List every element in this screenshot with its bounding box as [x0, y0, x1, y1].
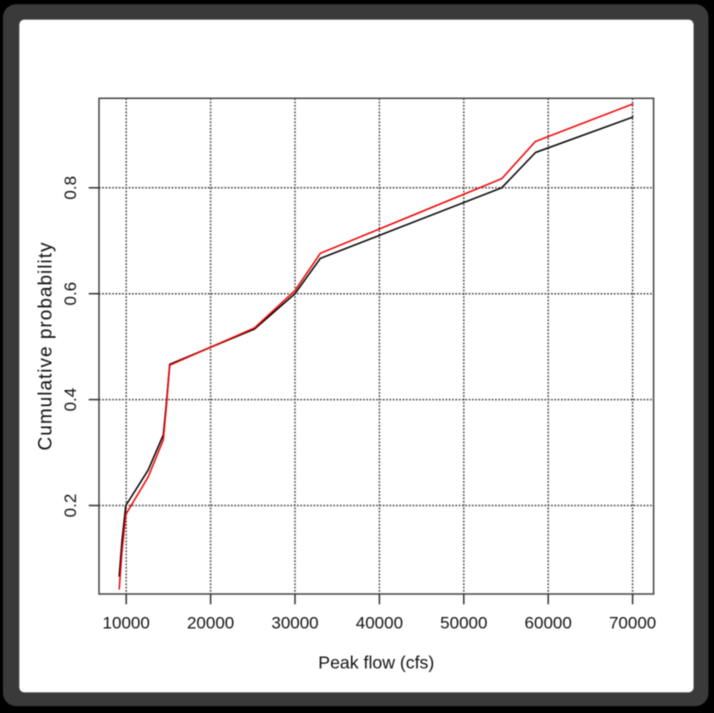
- svg-text:Peak flow (cfs): Peak flow (cfs): [318, 653, 434, 673]
- svg-text:10000: 10000: [103, 614, 150, 633]
- svg-text:30000: 30000: [271, 614, 318, 633]
- svg-text:20000: 20000: [187, 614, 234, 633]
- svg-text:50000: 50000: [440, 614, 487, 633]
- svg-text:60000: 60000: [525, 614, 572, 633]
- svg-text:40000: 40000: [356, 614, 403, 633]
- svg-text:0.2: 0.2: [61, 494, 80, 518]
- svg-text:0.8: 0.8: [61, 176, 80, 200]
- svg-text:70000: 70000: [609, 614, 656, 633]
- svg-text:Cumulative probability: Cumulative probability: [36, 242, 57, 451]
- svg-text:0.6: 0.6: [61, 282, 80, 306]
- svg-text:0.4: 0.4: [61, 388, 80, 412]
